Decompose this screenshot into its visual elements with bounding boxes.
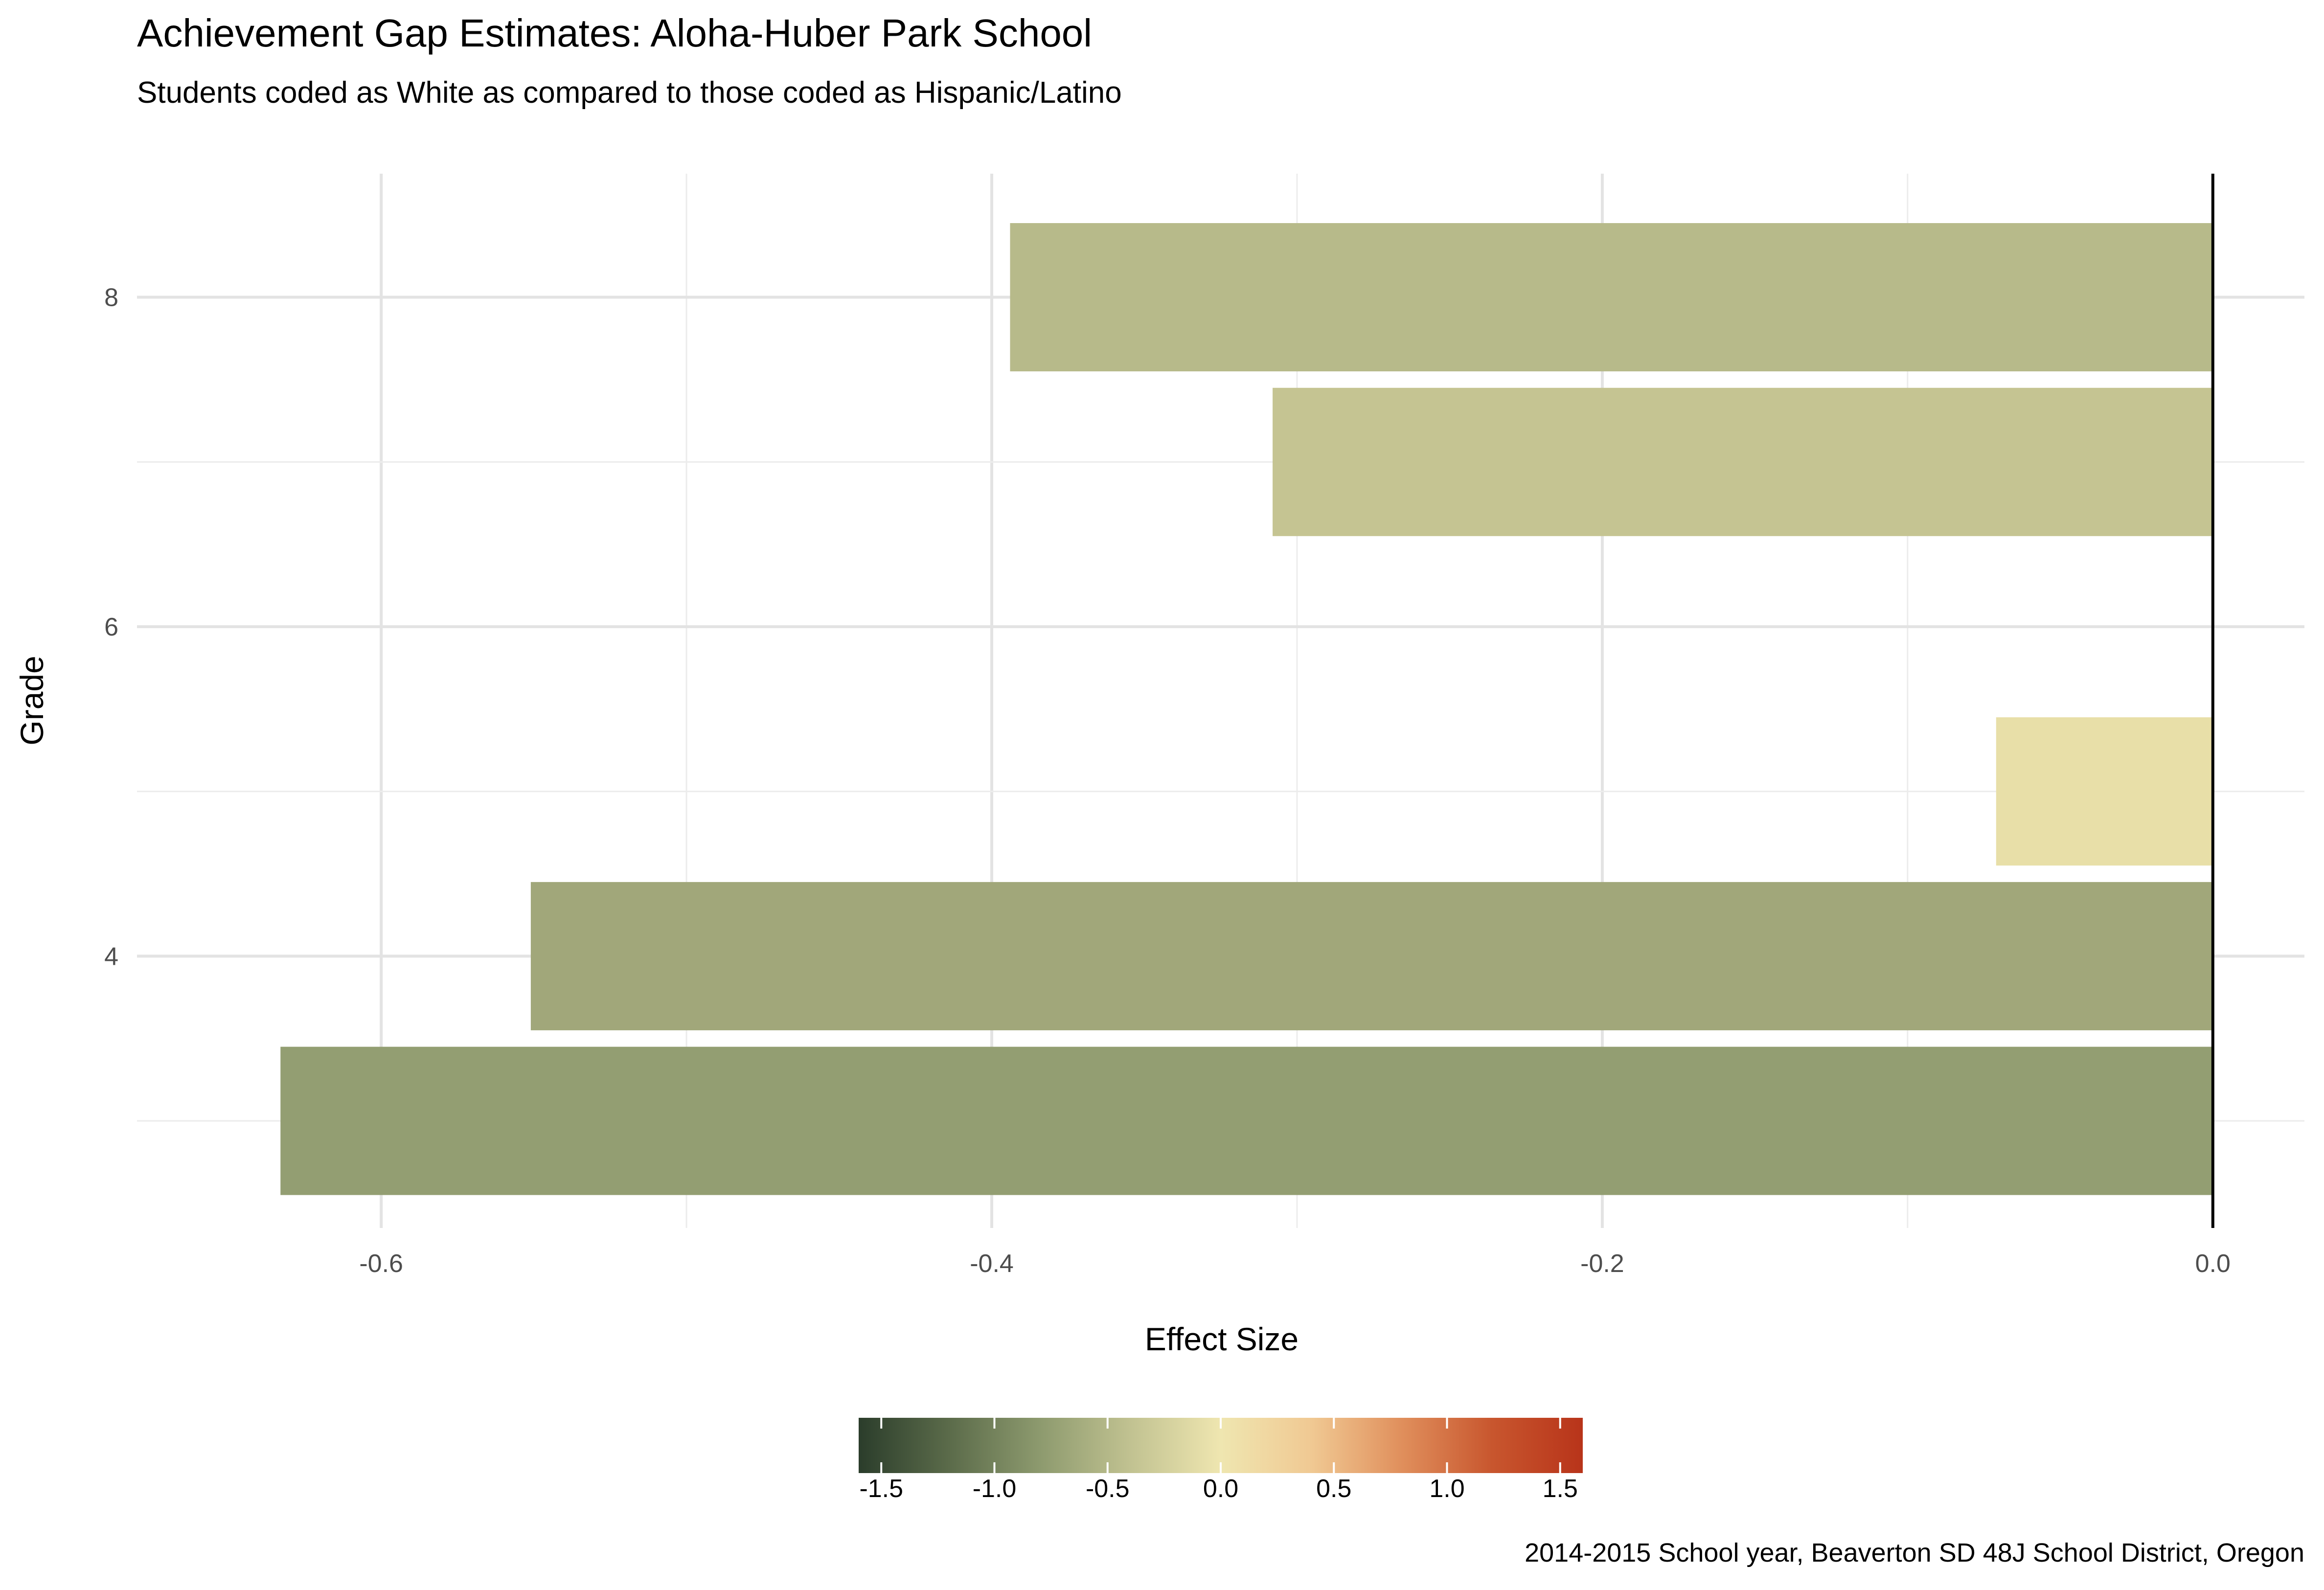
x-tick-label: -0.6 [359, 1249, 403, 1278]
legend-tick-label: -0.5 [1086, 1475, 1130, 1503]
bar-grade-8 [1010, 223, 2213, 372]
y-tick-label: 6 [104, 613, 118, 641]
bar-grade-7 [1273, 387, 2213, 536]
y-tick-label: 4 [104, 942, 118, 971]
bar-grade-3 [280, 1046, 2213, 1195]
legend-tick-label: 1.0 [1429, 1475, 1464, 1503]
x-tick-label: -0.2 [1580, 1249, 1624, 1278]
y-tick-label: 8 [104, 284, 118, 312]
legend-tick-label: -1.0 [973, 1475, 1017, 1503]
bar-grade-5 [1996, 717, 2213, 866]
x-tick-label: -0.4 [970, 1249, 1014, 1278]
legend-tick-label: 0.5 [1316, 1475, 1351, 1503]
y-axis-title: Grade [14, 656, 50, 745]
axes: -0.6 -0.4 -0.2 0.0 4 6 8 [104, 174, 2231, 1278]
legend-tick-label: 1.5 [1543, 1475, 1578, 1503]
chart-caption: 2014-2015 School year, Beaverton SD 48J … [1525, 1538, 2304, 1567]
x-tick-label: 0.0 [2195, 1249, 2231, 1278]
bars [280, 223, 2213, 1195]
chart-subtitle: Students coded as White as compared to t… [137, 76, 1122, 110]
legend-tick-label: 0.0 [1203, 1475, 1238, 1503]
legend-tick-label: -1.5 [859, 1475, 903, 1503]
color-legend: -1.5 -1.0 -0.5 0.0 0.5 1.0 1.5 [859, 1418, 1583, 1503]
x-axis-title: Effect Size [1145, 1321, 1299, 1357]
chart-title: Achievement Gap Estimates: Aloha-Huber P… [137, 11, 1092, 55]
bar-grade-4 [530, 882, 2213, 1030]
